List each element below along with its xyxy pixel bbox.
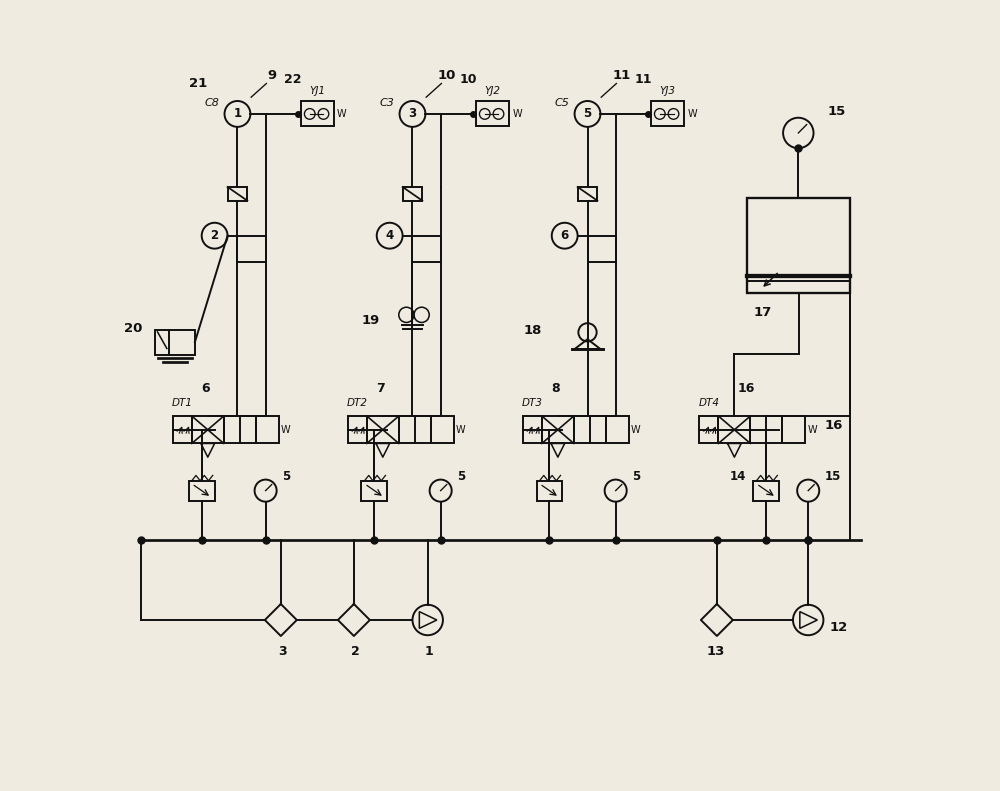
Text: YJ2: YJ2 xyxy=(484,86,500,96)
Text: 9: 9 xyxy=(267,69,276,82)
Bar xyxy=(753,481,779,501)
Bar xyxy=(361,481,387,501)
Text: 5: 5 xyxy=(282,470,291,483)
Text: 18: 18 xyxy=(524,324,542,337)
Text: 6: 6 xyxy=(201,382,210,395)
Bar xyxy=(367,416,399,444)
Text: 3: 3 xyxy=(408,108,417,120)
Bar xyxy=(431,416,454,444)
Bar xyxy=(301,101,334,127)
Text: 2: 2 xyxy=(351,645,360,658)
Bar xyxy=(542,416,574,444)
Text: 10: 10 xyxy=(438,69,456,82)
Text: 19: 19 xyxy=(362,314,380,327)
Bar xyxy=(574,416,606,444)
Text: W: W xyxy=(281,425,290,435)
Text: 15: 15 xyxy=(827,105,845,118)
Text: 2: 2 xyxy=(211,229,219,242)
Bar xyxy=(155,330,195,355)
Bar xyxy=(699,416,718,444)
Bar xyxy=(537,481,562,501)
Text: 14: 14 xyxy=(729,471,746,483)
Bar xyxy=(348,416,367,444)
Bar xyxy=(747,198,850,293)
Text: 21: 21 xyxy=(189,77,207,89)
Text: C5: C5 xyxy=(554,98,569,108)
Bar xyxy=(224,416,256,444)
Text: W: W xyxy=(337,109,347,119)
Text: W: W xyxy=(631,425,641,435)
Text: 1: 1 xyxy=(425,645,434,658)
Bar xyxy=(192,416,224,444)
Text: 15: 15 xyxy=(825,470,841,483)
Bar xyxy=(256,416,279,444)
Text: 13: 13 xyxy=(706,645,725,658)
Text: DT3: DT3 xyxy=(522,399,543,408)
Text: 5: 5 xyxy=(583,108,592,120)
Text: 4: 4 xyxy=(386,229,394,242)
Text: DT4: DT4 xyxy=(698,399,719,408)
Bar xyxy=(189,481,215,501)
Text: W: W xyxy=(456,425,465,435)
Text: 12: 12 xyxy=(830,621,848,634)
Bar xyxy=(228,187,247,201)
Text: 5: 5 xyxy=(632,470,641,483)
Text: 7: 7 xyxy=(376,382,385,395)
Text: C3: C3 xyxy=(379,98,394,108)
Bar xyxy=(782,416,805,444)
Bar xyxy=(173,416,192,444)
Text: DT1: DT1 xyxy=(172,399,193,408)
Text: 1: 1 xyxy=(233,108,242,120)
Text: DT2: DT2 xyxy=(347,399,368,408)
Bar xyxy=(606,416,629,444)
Text: C8: C8 xyxy=(204,98,219,108)
Text: 5: 5 xyxy=(457,470,466,483)
Text: 20: 20 xyxy=(124,322,142,335)
Text: 11: 11 xyxy=(634,73,652,86)
Bar xyxy=(476,101,509,127)
Bar xyxy=(399,416,431,444)
Text: W: W xyxy=(687,109,697,119)
Bar xyxy=(523,416,542,444)
Text: 10: 10 xyxy=(459,73,477,86)
Text: W: W xyxy=(512,109,522,119)
Text: YJ1: YJ1 xyxy=(309,86,325,96)
Text: YJ3: YJ3 xyxy=(659,86,675,96)
Text: W: W xyxy=(807,425,817,435)
Text: 8: 8 xyxy=(551,382,560,395)
Bar xyxy=(578,187,597,201)
Text: 16: 16 xyxy=(824,419,843,433)
Text: 17: 17 xyxy=(753,306,772,320)
Text: 22: 22 xyxy=(284,73,302,86)
Text: 16: 16 xyxy=(738,382,755,395)
Text: 6: 6 xyxy=(561,229,569,242)
Bar xyxy=(718,416,750,444)
Text: 3: 3 xyxy=(278,645,287,658)
Text: 11: 11 xyxy=(613,69,631,82)
Bar xyxy=(750,416,782,444)
Bar xyxy=(651,101,684,127)
Bar xyxy=(403,187,422,201)
